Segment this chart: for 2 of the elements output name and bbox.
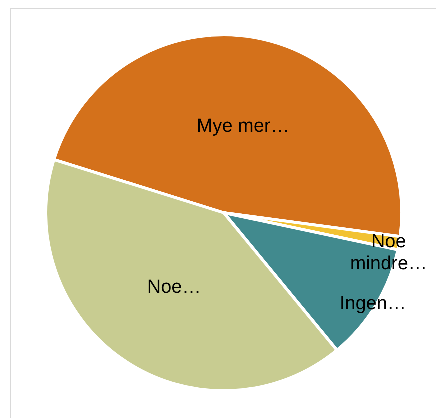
slice-label: Noe… [147, 276, 202, 298]
slice-label: Mye mer… [196, 116, 290, 138]
